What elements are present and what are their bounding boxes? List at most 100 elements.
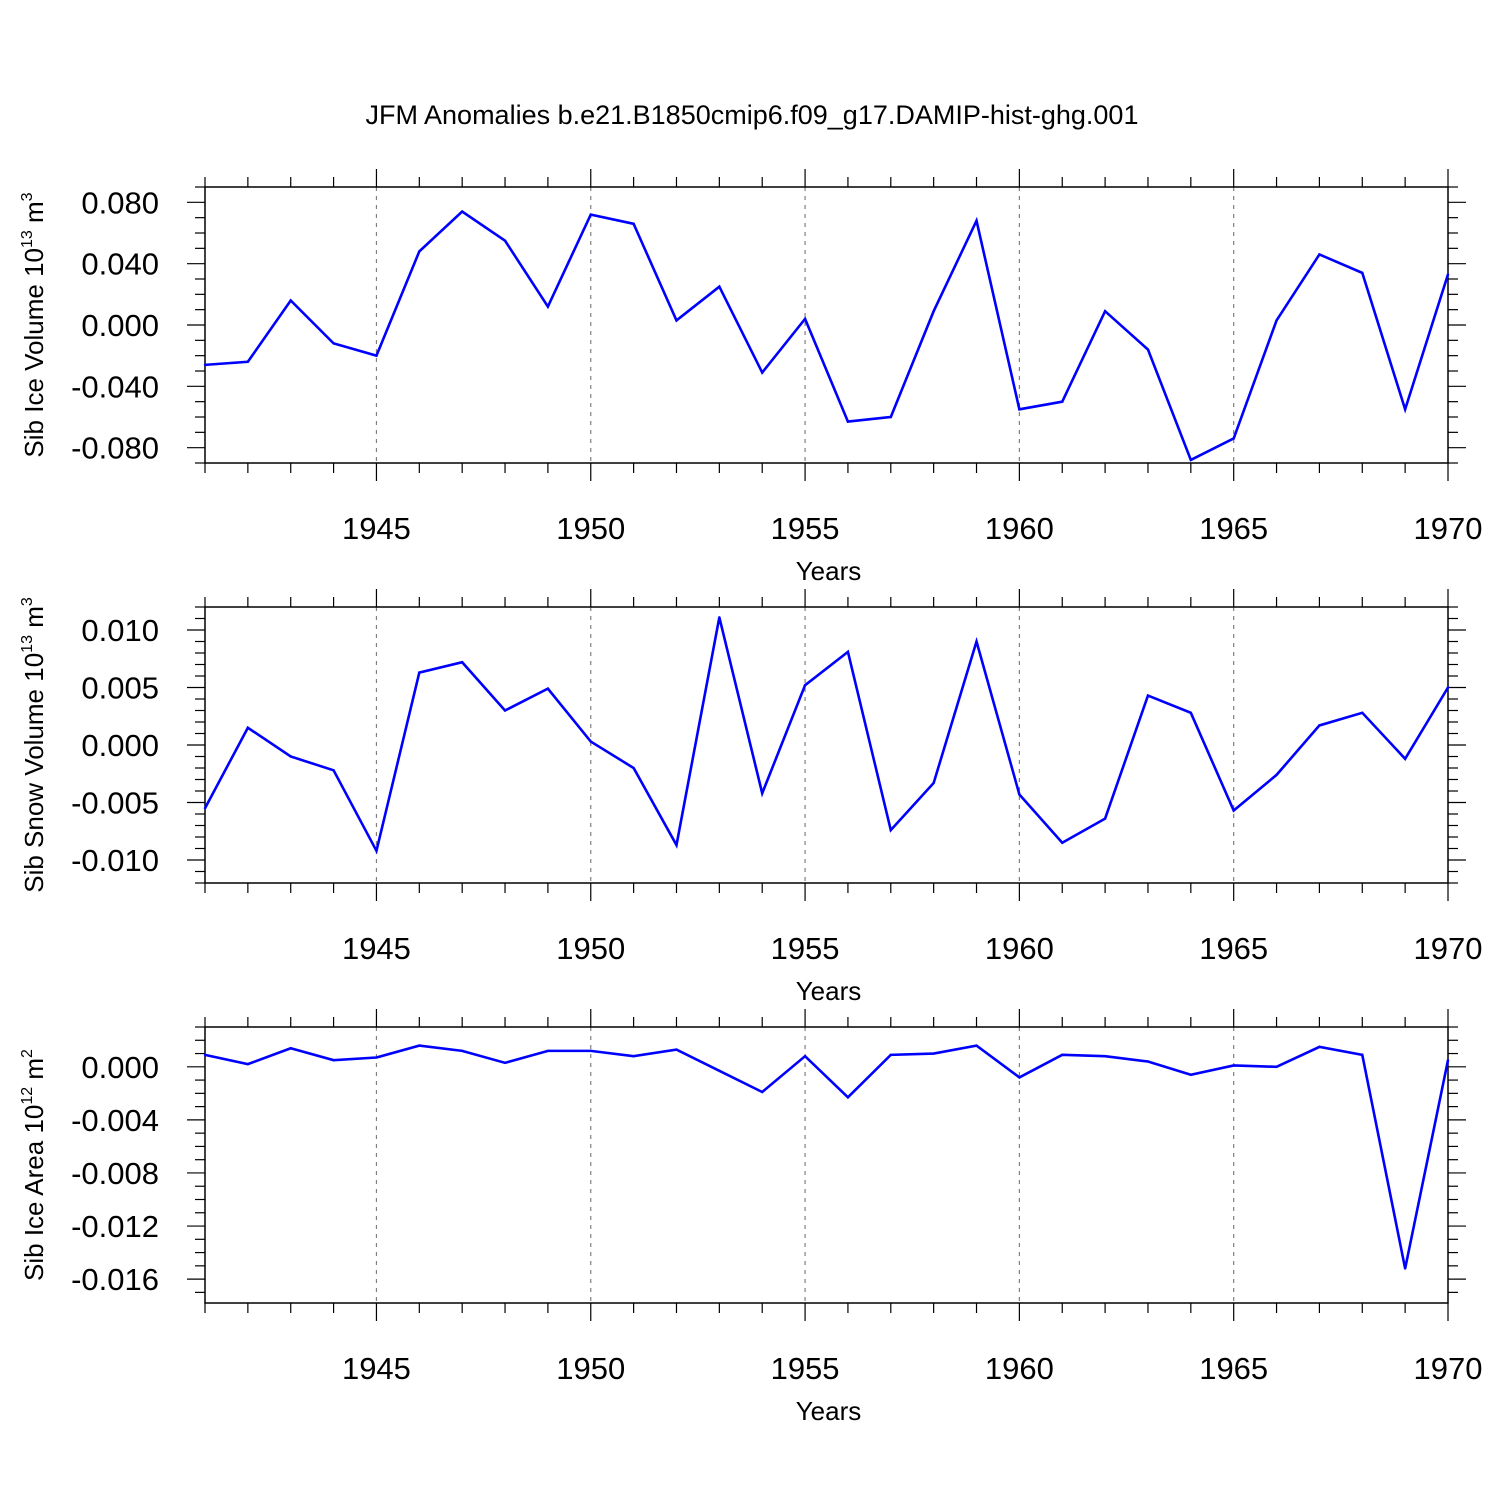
y-tick-label: 0.005 bbox=[81, 671, 159, 706]
sib-ice-area-point bbox=[375, 1056, 378, 1059]
sib-ice-area-point bbox=[1446, 1058, 1450, 1062]
sib-snow-volume-point bbox=[503, 709, 507, 712]
sib-snow-volume-point bbox=[1361, 711, 1364, 714]
sib-ice-area-point bbox=[1189, 1073, 1193, 1076]
sib-ice-volume-point bbox=[1061, 400, 1064, 403]
sib-ice-volume-point bbox=[1318, 253, 1321, 256]
sib-ice-area-point bbox=[889, 1053, 892, 1057]
sib-ice-volume-point bbox=[632, 222, 635, 225]
x-tick-label: 1950 bbox=[556, 1351, 625, 1386]
sib-ice-volume-point bbox=[846, 420, 850, 423]
sib-ice-area-point bbox=[418, 1044, 421, 1047]
sib-ice-volume-point bbox=[1189, 458, 1193, 462]
y-axis-label-main: Sib Ice Volume 10 bbox=[19, 248, 49, 458]
plot-frame bbox=[204, 186, 1449, 464]
sib-ice-volume-point bbox=[589, 213, 592, 216]
sib-ice-area-point bbox=[246, 1062, 250, 1066]
sib-ice-area-point bbox=[975, 1044, 978, 1047]
sib-ice-area-point bbox=[632, 1054, 635, 1058]
sib-snow-volume-point bbox=[675, 843, 678, 847]
sib-ice-volume-line bbox=[204, 209, 1450, 462]
x-tick-label: 1955 bbox=[771, 931, 840, 966]
sib-snow-volume-point bbox=[546, 687, 550, 690]
sib-snow-volume-point bbox=[246, 726, 250, 729]
sib-snow-volume-point bbox=[975, 640, 978, 643]
y-tick-label: -0.010 bbox=[71, 843, 159, 878]
sib-ice-area-point bbox=[932, 1052, 935, 1055]
sib-ice-area-point bbox=[1018, 1076, 1021, 1079]
x-tick-label: 1960 bbox=[985, 1351, 1054, 1386]
sib-ice-area-point bbox=[1318, 1045, 1321, 1049]
sib-ice-volume-point bbox=[1232, 437, 1235, 440]
sib-ice-area-point bbox=[718, 1069, 721, 1072]
sib-ice-area-point bbox=[1232, 1064, 1235, 1067]
x-tick-label: 1970 bbox=[1414, 511, 1483, 546]
y-axis-label-unit_exp: 3 bbox=[19, 597, 36, 606]
sib-ice-volume-point bbox=[246, 360, 250, 363]
sib-ice-area-point bbox=[1361, 1053, 1364, 1057]
y-axis-label: Sib Snow Volume 1013 m3 bbox=[19, 597, 49, 893]
y-axis-label-exp: 13 bbox=[19, 230, 36, 248]
y-tick-label: 0.000 bbox=[81, 1050, 159, 1085]
y-axis-label-exp: 13 bbox=[19, 635, 36, 653]
sib-snow-volume-point bbox=[289, 755, 292, 758]
x-axis-label: Years bbox=[796, 1396, 862, 1426]
x-tick-label: 1960 bbox=[985, 511, 1054, 546]
sib-ice-volume-point bbox=[1146, 348, 1150, 351]
y-tick-label: -0.005 bbox=[71, 786, 159, 821]
sib-ice-volume-point bbox=[546, 305, 550, 308]
y-tick-label: -0.040 bbox=[71, 369, 159, 404]
x-tick-label: 1945 bbox=[342, 931, 411, 966]
y-axis-label: Sib Ice Area 1012 m2 bbox=[19, 1049, 49, 1281]
y-tick-label: 0.040 bbox=[81, 247, 159, 282]
x-tick-label: 1965 bbox=[1199, 931, 1268, 966]
sib-ice-volume-point bbox=[289, 299, 292, 302]
sib-snow-volume-point bbox=[1275, 773, 1278, 777]
sib-ice-volume-point bbox=[503, 239, 507, 242]
sib-snow-volume-point bbox=[632, 766, 635, 770]
sib-ice-area-point bbox=[846, 1096, 850, 1099]
y-axis-label-unit_exp: 3 bbox=[19, 192, 36, 201]
y-axis-label: Sib Ice Volume 1013 m3 bbox=[19, 192, 49, 457]
sib-ice-area-point bbox=[675, 1048, 678, 1051]
x-tick-label: 1960 bbox=[985, 931, 1054, 966]
x-tick-label: 1965 bbox=[1199, 511, 1268, 546]
figure-title: JFM Anomalies b.e21.B1850cmip6.f09_g17.D… bbox=[366, 100, 1139, 130]
sib-ice-area-point bbox=[1061, 1053, 1064, 1057]
x-tick-label: 1945 bbox=[342, 1351, 411, 1386]
sib-ice-area-point bbox=[589, 1049, 592, 1053]
y-tick-label: -0.008 bbox=[71, 1156, 159, 1191]
sib-ice-volume-point bbox=[203, 363, 207, 367]
sib-ice-area-point bbox=[1275, 1065, 1278, 1069]
x-tick-label: 1970 bbox=[1414, 931, 1483, 966]
sib-snow-volume-point bbox=[460, 661, 464, 664]
y-tick-label: -0.012 bbox=[71, 1209, 159, 1244]
y-tick-label: -0.080 bbox=[71, 431, 159, 466]
sib-ice-volume-point bbox=[1018, 408, 1021, 411]
sib-ice-area-point bbox=[503, 1061, 507, 1065]
sib-snow-volume-point bbox=[718, 616, 721, 619]
sib-ice-volume-point bbox=[718, 285, 721, 288]
y-tick-label: 0.080 bbox=[81, 185, 159, 220]
x-tick-label: 1965 bbox=[1199, 1351, 1268, 1386]
sib-snow-volume-point bbox=[1318, 724, 1321, 727]
sib-snow-volume-point bbox=[1103, 817, 1107, 820]
sib-snow-volume-point bbox=[1061, 841, 1064, 844]
sib-ice-volume-point bbox=[460, 210, 464, 213]
sib-ice-volume-point bbox=[1361, 271, 1364, 275]
x-tick-label: 1955 bbox=[771, 511, 840, 546]
sib-ice-volume-point bbox=[975, 219, 978, 222]
sib-snow-volume-point bbox=[761, 792, 764, 795]
y-axis-label-unit: m bbox=[19, 1058, 49, 1087]
sib-ice-area-point bbox=[1403, 1267, 1407, 1270]
y-axis-label-main: Sib Ice Area 10 bbox=[19, 1105, 49, 1281]
sib-ice-volume-point bbox=[1446, 273, 1450, 276]
sib-snow-volume-point bbox=[418, 671, 421, 674]
sib-ice-area-point bbox=[761, 1090, 764, 1094]
sib-ice-volume-panel: 0.080 0.040 0.000 -0.040 -0.080 1945 1950 1955 1… bbox=[19, 169, 1482, 586]
sib-snow-volume-point bbox=[932, 781, 935, 785]
y-tick-label: 0.000 bbox=[81, 308, 159, 343]
sib-ice-area-point bbox=[546, 1049, 550, 1053]
sib-ice-volume-point bbox=[375, 354, 378, 357]
